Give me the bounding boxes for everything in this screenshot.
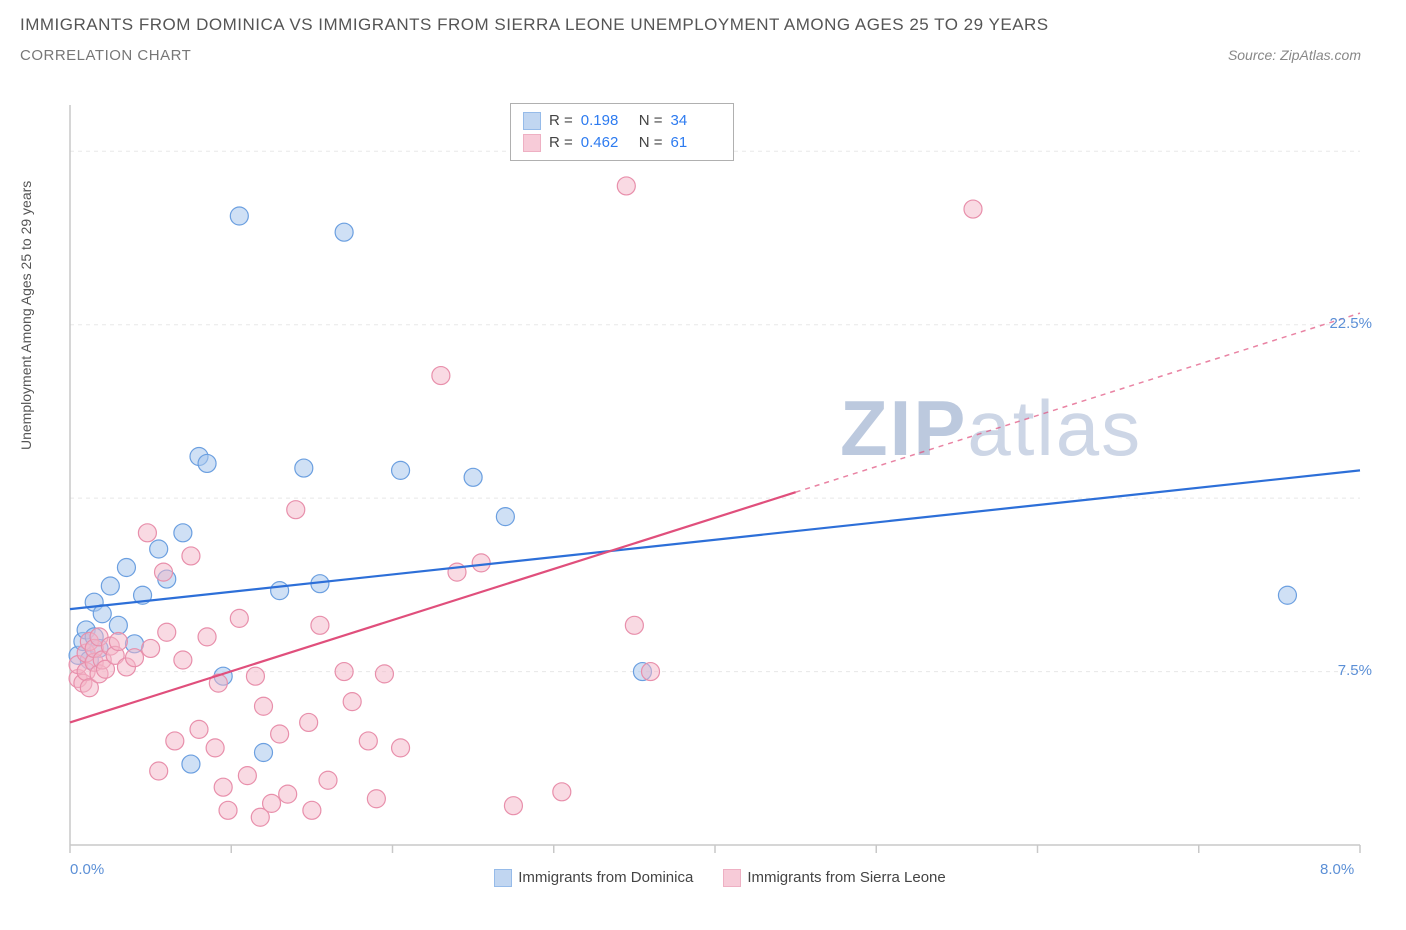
chart-subtitle: CORRELATION CHART — [20, 47, 191, 64]
legend-swatch — [723, 869, 741, 887]
header: IMMIGRANTS FROM DOMINICA VS IMMIGRANTS F… — [0, 0, 1406, 69]
y-tick-label: 7.5% — [1338, 662, 1372, 679]
chart-title: IMMIGRANTS FROM DOMINICA VS IMMIGRANTS F… — [20, 15, 1386, 35]
n-value: 61 — [671, 132, 721, 154]
source-credit: Source: ZipAtlas.com — [1228, 47, 1361, 63]
legend-item: Immigrants from Dominica — [494, 870, 693, 885]
y-tick-label: 22.5% — [1329, 315, 1372, 332]
r-value: 0.462 — [581, 132, 631, 154]
stats-row: R =0.462N =61 — [523, 132, 721, 154]
stats-legend-box: R =0.198N =34R =0.462N =61 — [510, 103, 734, 161]
r-value: 0.198 — [581, 110, 631, 132]
scatter-chart: ZIPatlas — [60, 95, 1380, 895]
bottom-legend: Immigrants from Dominica Immigrants from … — [60, 870, 1380, 885]
legend-item: Immigrants from Sierra Leone — [723, 870, 945, 885]
n-value: 34 — [671, 110, 721, 132]
y-axis-label: Unemployment Among Ages 25 to 29 years — [18, 181, 34, 450]
legend-label: Immigrants from Dominica — [518, 869, 693, 886]
legend-label: Immigrants from Sierra Leone — [747, 869, 945, 886]
stats-row: R =0.198N =34 — [523, 110, 721, 132]
legend-swatch — [494, 869, 512, 887]
subtitle-row: CORRELATION CHART Source: ZipAtlas.com — [20, 47, 1386, 64]
svg-text:ZIPatlas: ZIPatlas — [840, 384, 1142, 472]
series-swatch — [523, 112, 541, 130]
series-swatch — [523, 134, 541, 152]
chart-area: ZIPatlas 7.5%22.5%0.0%8.0%R =0.198N =34R… — [60, 95, 1380, 885]
